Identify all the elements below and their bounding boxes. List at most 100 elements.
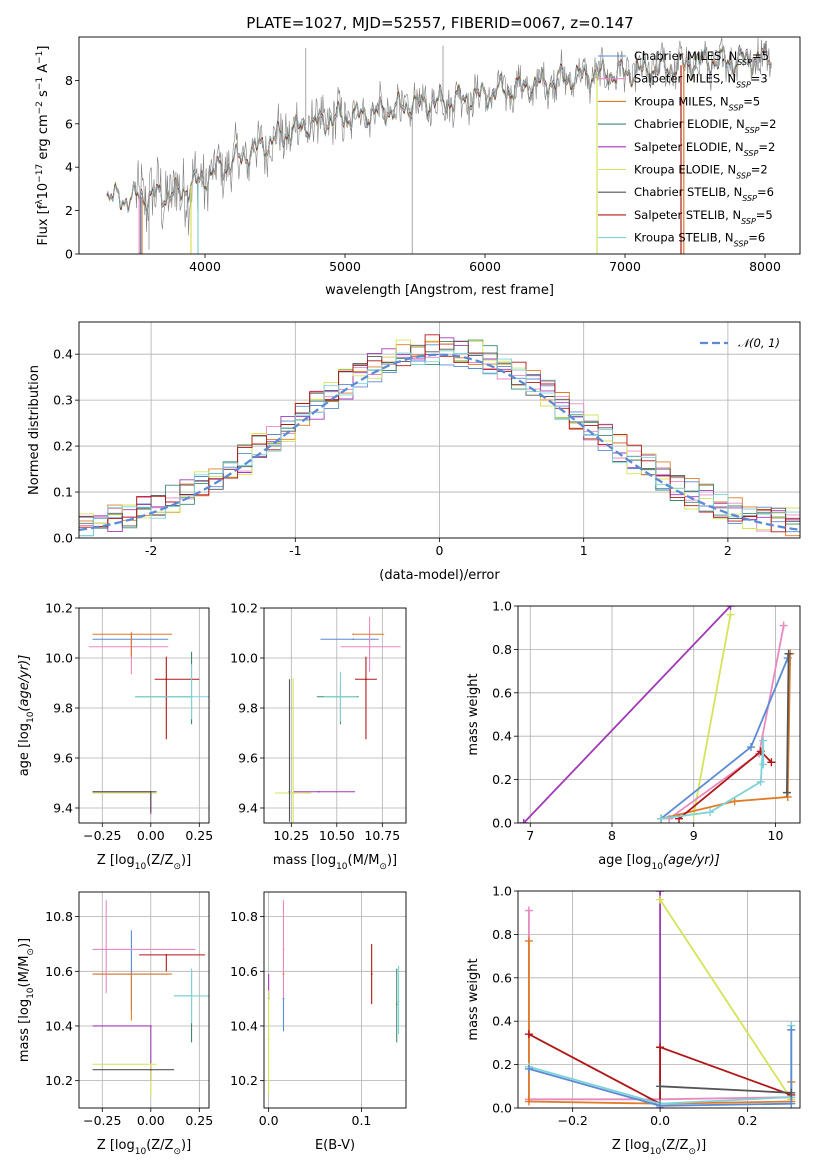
panel-age_vs_mass: 10.25 10.50 10.75 9.4 9.6 9.8 10.0 10.2 mass [lo… <box>230 601 407 872</box>
x-axis-label-part: 10 <box>135 862 147 872</box>
y-axis-label-part: 10 <box>36 183 51 200</box>
x-tick-label: 9 <box>690 828 698 843</box>
panel-weights_vs_Z: −0.2 0.0 0.2 0.0 0.2 0.4 0.6 0.8 1.0 Z [log10(Z/Z… <box>466 884 801 1157</box>
y-tick-label: 1.0 <box>492 884 512 899</box>
x-axis-label-part: mass [log <box>273 853 336 868</box>
legend: 𝒩(0, 1) <box>700 336 780 350</box>
legend-label: Kroupa ELODIE, NSSP=2 <box>634 163 768 181</box>
data-point <box>288 790 291 793</box>
legend-label: Chabrier STELIB, NSSP=6 <box>634 185 774 203</box>
weight-marker <box>730 797 739 806</box>
weight-marker <box>519 819 528 823</box>
y-axis-label: age [log10(age/yr)] <box>17 655 36 777</box>
plot-area <box>264 608 406 823</box>
legend-label-suffix: =5 <box>743 94 760 108</box>
x-axis-label: wavelength [Angstrom, rest frame] <box>325 283 554 298</box>
x-tick-label: 0.00 <box>137 828 165 843</box>
weight-line <box>786 653 790 793</box>
x-tick-label: 8 <box>608 828 616 843</box>
data-point <box>365 678 367 681</box>
weight-marker <box>759 736 768 745</box>
weight-marker <box>759 760 768 769</box>
data-point <box>149 1063 152 1066</box>
y-axis-label-part: A <box>36 64 51 77</box>
y-axis-label-part: −2 <box>35 101 45 114</box>
x-axis-label-part: )] <box>387 853 397 868</box>
x-axis-label-part: (Z/Z <box>661 1138 688 1153</box>
x-tick-label: 7000 <box>609 259 641 274</box>
axes-frame <box>263 607 407 824</box>
x-axis-label-part: )] <box>181 1138 191 1153</box>
y-tick-label: 9.6 <box>238 751 258 766</box>
data-point <box>282 997 285 1000</box>
weight-line <box>659 899 793 1100</box>
y-tick-label: 9.8 <box>53 701 73 716</box>
y-tick-label: 10.0 <box>45 651 73 666</box>
x-tick-label: -2 <box>145 543 157 558</box>
x-axis-label-part: 10 <box>650 1147 662 1157</box>
y-axis-label-part: s <box>36 90 51 101</box>
panel-spectrum: 4000 5000 6000 7000 8000 0 2 4 6 8 Chabrier MILES,… <box>35 14 801 298</box>
y-tick-label: 8 <box>65 73 73 88</box>
weight-marker <box>656 895 665 904</box>
legend-label: Salpeter ELODIE, NSSP=2 <box>634 140 775 158</box>
legend-label-suffix: =2 <box>751 163 768 177</box>
x-axis-label: Z [log10(Z/Z⊙)] <box>97 1138 191 1157</box>
axes-frame <box>78 36 801 255</box>
plot-area <box>518 606 800 823</box>
legend-label: 𝒩(0, 1) <box>738 336 780 350</box>
x-tick-label: 0.00 <box>137 1113 165 1128</box>
y-axis-label: mass weight <box>466 958 481 1040</box>
x-axis-label: age [log10(age/yr)] <box>598 853 720 872</box>
x-axis-label-part: 10 <box>135 1147 147 1157</box>
y-tick-label: 4 <box>65 160 73 175</box>
weight-marker <box>656 1043 665 1052</box>
x-tick-label: 10.75 <box>364 828 400 843</box>
x-axis-label-part: 10 <box>651 862 663 872</box>
x-tick-label: 6000 <box>469 259 501 274</box>
y-axis-label-part: erg cm <box>36 114 51 163</box>
y-tick-label: 10.8 <box>230 909 258 924</box>
y-axis-label-part: 10 <box>26 711 36 723</box>
y-tick-label: 10.2 <box>230 1073 258 1088</box>
legend-label: Salpeter STELIB, NSSP=5 <box>634 208 773 226</box>
x-tick-label: 10.25 <box>273 828 309 843</box>
legend-label-suffix: =5 <box>756 208 773 222</box>
legend-label-text: Salpeter STELIB, N <box>634 208 741 222</box>
axes-frame <box>78 891 210 1109</box>
legend-label-text: Chabrier STELIB, N <box>634 185 742 199</box>
legend-label-suffix: =3 <box>751 72 768 86</box>
weight-line <box>678 750 773 820</box>
weight-marker <box>787 1025 796 1034</box>
model-spectrum-line <box>106 41 772 214</box>
data-point <box>352 638 355 641</box>
panel-age_vs_Z: −0.25 0.00 0.259.49.69.810.010.2Z [log10(Z… <box>17 601 213 873</box>
x-axis-label-part: (Z/Z <box>146 1138 173 1153</box>
y-tick-label: 0.2 <box>53 439 73 454</box>
weight-marker <box>779 621 788 630</box>
y-tick-label: 0 <box>65 247 73 262</box>
x-axis-label: Z [log10(Z/Z⊙)] <box>97 853 191 872</box>
weight-marker <box>726 610 735 619</box>
legend-label-suffix: =6 <box>748 231 765 245</box>
x-axis-label-part: ⊙ <box>688 1147 696 1157</box>
y-tick-label: 2 <box>65 203 73 218</box>
x-axis-label-part: Z [log <box>97 853 135 868</box>
x-tick-label: −0.25 <box>83 1113 121 1128</box>
chart-title: PLATE=1027, MJD=52557, FIBERID=0067, z=0… <box>246 14 633 32</box>
y-tick-label: 0.8 <box>492 927 512 942</box>
data-point <box>339 695 342 698</box>
y-axis-label-part: age [log <box>17 723 32 776</box>
weight-line <box>660 1085 792 1094</box>
legend-label-sub: SSP <box>745 126 760 135</box>
y-tick-label: 0.0 <box>53 531 73 546</box>
legend-label: Chabrier MILES, NSSP=5 <box>634 49 769 67</box>
weight-marker <box>787 1088 796 1097</box>
y-axis-label-part: )] <box>17 938 32 948</box>
y-tick-label: 0.8 <box>492 642 512 657</box>
x-tick-label: 0.25 <box>185 1113 213 1128</box>
legend-label-text: Salpeter ELODIE, N <box>634 140 744 154</box>
y-tick-label: 0.2 <box>492 772 512 787</box>
x-axis-label-part: (age/yr)] <box>663 853 720 868</box>
x-axis-label-part: ⊙ <box>173 862 181 872</box>
